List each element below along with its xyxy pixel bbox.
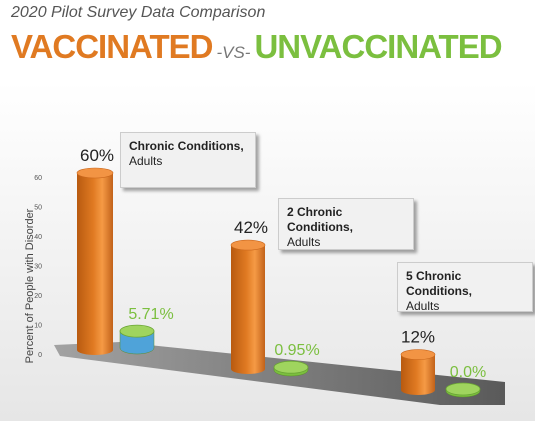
bar-vaccinated — [401, 354, 435, 395]
bar-vaccinated-top — [400, 349, 436, 360]
label-vaccinated: 12% — [401, 328, 435, 347]
callout-line1: Chronic Conditions, — [129, 139, 244, 153]
callout-line2: Adults — [287, 235, 321, 249]
callout-chronic-conditions: Chronic Conditions, Adults — [120, 132, 256, 188]
y-tick-label: 30 — [34, 264, 42, 271]
bar-vaccinated — [231, 245, 265, 374]
title-vs: -VS- — [216, 43, 251, 62]
callout-line2: Adults — [129, 154, 163, 168]
chart-subtitle: 2020 Pilot Survey Data Comparison — [11, 4, 266, 21]
chart: 0 10 20 30 40 50 60 Percent of People with Diso… — [24, 146, 505, 405]
title-unvaccinated: UNVACCINATED — [254, 28, 502, 65]
header: 2020 Pilot Survey Data Comparison VACCIN… — [0, 0, 535, 82]
callout-2-chronic-conditions: 2 Chronic Conditions, Adults — [278, 198, 414, 250]
y-tick-label: 50 — [34, 205, 42, 212]
chart-title: VACCINATED -VS- UNVACCINATED — [11, 28, 503, 66]
y-tick-label: 20 — [34, 293, 42, 300]
bar-unvaccinated-top — [119, 324, 155, 338]
label-unvaccinated: 0.0% — [450, 364, 486, 381]
bar-vaccinated — [77, 173, 113, 355]
bar-unvaccinated-top — [445, 382, 481, 396]
label-vaccinated: 42% — [234, 218, 268, 237]
callout-line1: 2 Chronic Conditions, — [287, 205, 353, 234]
bar-vaccinated-top — [230, 239, 266, 251]
y-tick-label: 60 — [34, 175, 42, 182]
y-tick-label: 40 — [34, 234, 42, 241]
y-axis-label: Percent of People with Disorder — [24, 208, 36, 363]
label-vaccinated: 60% — [80, 146, 114, 165]
title-vaccinated: VACCINATED — [11, 28, 213, 65]
bar-unvaccinated-top — [273, 360, 309, 374]
y-tick-label: 10 — [34, 323, 42, 330]
callout-line1: 5 Chronic Conditions, — [406, 269, 472, 298]
label-unvaccinated: 0.95% — [274, 342, 319, 359]
callout-5-chronic-conditions: 5 Chronic Conditions, Adults — [397, 262, 533, 313]
bar-vaccinated-top — [76, 167, 114, 179]
callout-line2: Adults — [406, 299, 440, 313]
label-unvaccinated: 5.71% — [128, 306, 173, 323]
bar-unvaccinated — [119, 330, 155, 355]
y-tick-label: 0 — [38, 352, 42, 359]
